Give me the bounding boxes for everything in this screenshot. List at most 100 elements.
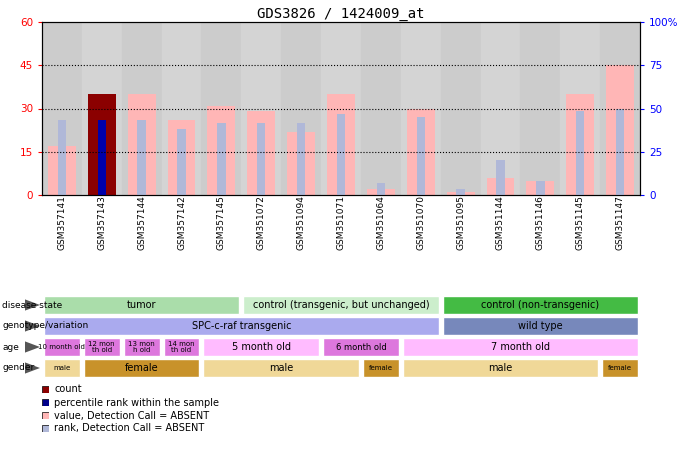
Text: GSM357145: GSM357145 — [217, 195, 226, 250]
Text: GSM351072: GSM351072 — [257, 195, 266, 250]
Text: GSM357143: GSM357143 — [97, 195, 106, 250]
Bar — [203, 359, 359, 377]
Polygon shape — [25, 341, 40, 353]
Bar — [481, 22, 520, 195]
Text: GSM357141: GSM357141 — [57, 195, 67, 250]
Bar — [44, 338, 80, 356]
Bar — [167, 120, 195, 195]
Bar — [122, 22, 162, 195]
Bar — [443, 317, 638, 335]
Bar — [241, 22, 282, 195]
Text: 10 month old: 10 month old — [39, 344, 86, 350]
Bar — [128, 94, 156, 195]
Bar — [600, 22, 640, 195]
Text: genotype/variation: genotype/variation — [2, 321, 88, 330]
Text: GSM351144: GSM351144 — [496, 195, 505, 250]
Bar — [82, 22, 122, 195]
Bar — [124, 338, 160, 356]
Bar — [616, 109, 624, 195]
Text: 5 month old: 5 month old — [232, 342, 291, 352]
Bar — [456, 189, 465, 195]
Text: female: female — [369, 365, 393, 371]
Text: GSM351064: GSM351064 — [376, 195, 386, 250]
Bar — [602, 359, 638, 377]
Bar — [323, 338, 398, 356]
Bar — [321, 22, 361, 195]
Text: male: male — [488, 363, 513, 373]
Text: rank, Detection Call = ABSENT: rank, Detection Call = ABSENT — [54, 423, 205, 434]
Bar — [496, 160, 505, 195]
Bar — [606, 65, 634, 195]
Text: GSM357144: GSM357144 — [137, 195, 146, 250]
Title: GDS3826 / 1424009_at: GDS3826 / 1424009_at — [257, 7, 425, 21]
Bar — [297, 123, 305, 195]
Bar — [164, 338, 199, 356]
Bar — [58, 120, 66, 195]
Bar — [177, 128, 186, 195]
Text: female: female — [125, 363, 158, 373]
Text: 13 mon
h old: 13 mon h old — [129, 340, 155, 354]
Polygon shape — [25, 320, 40, 332]
Bar — [377, 183, 385, 195]
Text: GSM351094: GSM351094 — [296, 195, 305, 250]
Text: female: female — [608, 365, 632, 371]
Text: GSM351071: GSM351071 — [337, 195, 345, 250]
Text: count: count — [54, 384, 82, 394]
Bar — [407, 109, 435, 195]
Bar — [243, 296, 439, 314]
Bar — [536, 181, 545, 195]
Text: 12 mon
th old: 12 mon th old — [88, 340, 115, 354]
Text: control (transgenic, but unchanged): control (transgenic, but unchanged) — [253, 300, 429, 310]
Bar — [447, 192, 475, 195]
Bar — [417, 117, 425, 195]
Text: GSM351095: GSM351095 — [456, 195, 465, 250]
Text: gender: gender — [2, 364, 34, 373]
Bar — [403, 338, 638, 356]
Bar — [443, 296, 638, 314]
Bar — [520, 22, 560, 195]
Bar — [137, 120, 146, 195]
Bar — [84, 338, 120, 356]
Text: SPC-c-raf transgenic: SPC-c-raf transgenic — [192, 321, 291, 331]
Bar — [403, 359, 598, 377]
Text: age: age — [2, 343, 19, 352]
Text: wild type: wild type — [518, 321, 562, 331]
Text: male: male — [53, 365, 71, 371]
Bar — [44, 317, 439, 335]
Text: GSM357142: GSM357142 — [177, 195, 186, 250]
Bar — [207, 106, 235, 195]
Bar — [203, 338, 319, 356]
Bar — [162, 22, 201, 195]
Bar — [44, 359, 80, 377]
Polygon shape — [25, 300, 40, 310]
Bar — [327, 94, 355, 195]
Text: control (non-transgenic): control (non-transgenic) — [481, 300, 599, 310]
Text: GSM351145: GSM351145 — [576, 195, 585, 250]
Bar — [441, 22, 481, 195]
Bar — [44, 296, 239, 314]
Bar — [48, 146, 76, 195]
Bar — [486, 178, 515, 195]
Bar — [88, 94, 116, 195]
Text: 14 mon
th old: 14 mon th old — [168, 340, 195, 354]
Text: disease state: disease state — [2, 301, 63, 310]
Bar — [257, 123, 265, 195]
Polygon shape — [25, 363, 40, 374]
Bar — [217, 123, 226, 195]
Text: GSM351070: GSM351070 — [416, 195, 425, 250]
Bar — [526, 181, 554, 195]
Bar — [282, 22, 321, 195]
Text: tumor: tumor — [127, 300, 156, 310]
Bar — [361, 22, 401, 195]
Bar — [363, 359, 398, 377]
Text: GSM351147: GSM351147 — [615, 195, 624, 250]
Bar — [566, 94, 594, 195]
Text: value, Detection Call = ABSENT: value, Detection Call = ABSENT — [54, 410, 209, 420]
Text: GSM351146: GSM351146 — [536, 195, 545, 250]
Text: percentile rank within the sample: percentile rank within the sample — [54, 398, 220, 408]
Text: 6 month old: 6 month old — [335, 343, 386, 352]
Bar — [576, 111, 584, 195]
Text: male: male — [269, 363, 293, 373]
Bar — [84, 359, 199, 377]
Bar — [401, 22, 441, 195]
